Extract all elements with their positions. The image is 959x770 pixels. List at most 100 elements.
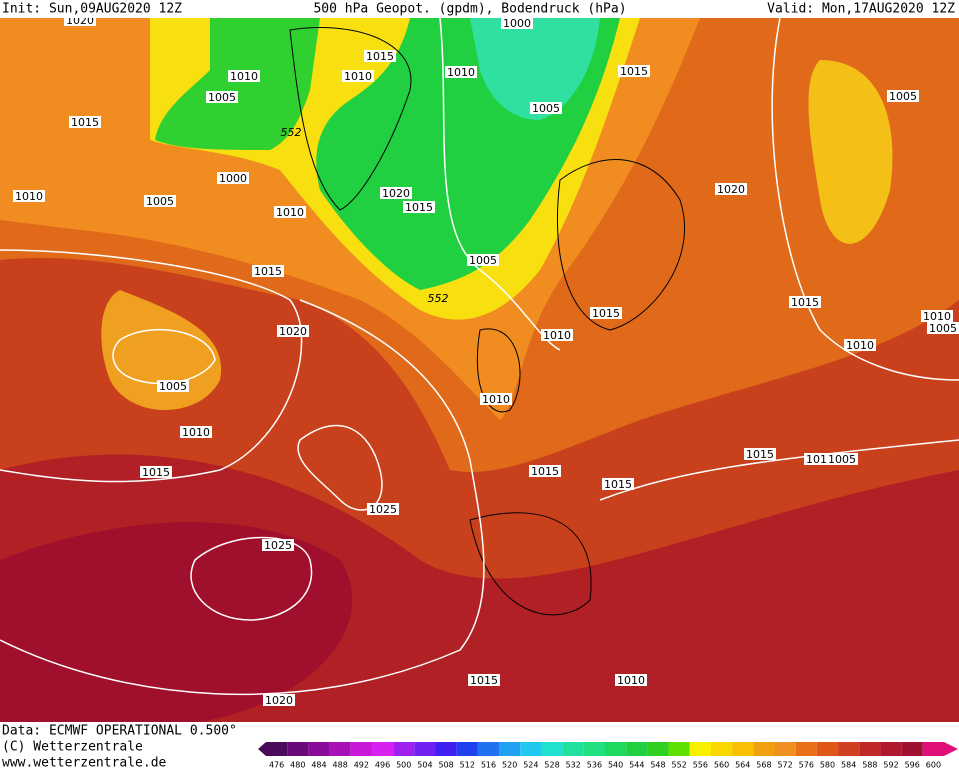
isobar-label: 1015: [405, 201, 433, 214]
field-east-yellow: [808, 60, 893, 244]
label-box: [541, 329, 573, 341]
label-box: [480, 393, 512, 405]
colorbar-cell: [838, 742, 860, 756]
label-box: [380, 187, 412, 199]
label-box: [844, 339, 876, 351]
isobar-label: 1015: [746, 448, 774, 461]
isobar-label: 1020: [382, 187, 410, 200]
data-source: Data: ECMWF OPERATIONAL 0.500°: [2, 724, 237, 739]
field-green-west: [155, 18, 320, 150]
header-bar: [0, 0, 959, 18]
colorbar-label: 484: [311, 761, 326, 770]
label-box: [468, 674, 500, 686]
colorbar-label: 580: [820, 761, 835, 770]
colorbar-cell: [393, 742, 415, 756]
website: www.wetterzentrale.de: [2, 756, 167, 770]
isobar-label: 1015: [791, 296, 819, 309]
colorbar-label: 528: [544, 761, 559, 770]
colorbar-cell: [901, 742, 923, 756]
colorbar-cell: [329, 742, 351, 756]
isobar-label: 1010: [846, 339, 874, 352]
colorbar-cell: [583, 742, 605, 756]
colorbar-label: 492: [354, 761, 369, 770]
isobar-label: 1010: [447, 66, 475, 79]
colorbar-cell: [499, 742, 521, 756]
label-box: [615, 674, 647, 686]
colorbar-cell: [647, 742, 669, 756]
colorbar-arrow-right: [944, 742, 958, 756]
colorbar-label: 544: [629, 761, 644, 770]
isobar-label: 1005: [889, 90, 917, 103]
isobar-label: 1010: [230, 70, 258, 83]
isobar-label: 1010: [923, 310, 951, 323]
colorbar-cell: [753, 742, 775, 756]
isobar-label: 1010: [344, 70, 372, 83]
isobar-label: 1020: [717, 183, 745, 196]
isobar-line: [112, 328, 216, 385]
label-box: [262, 539, 294, 551]
label-box: [144, 195, 176, 207]
isobar-label: 1025: [369, 503, 397, 516]
isobar-label: 1010: [15, 190, 43, 203]
colorbar-cell: [668, 742, 690, 756]
colorbar-label: 588: [862, 761, 877, 770]
isobar-label: 1005: [828, 453, 856, 466]
label-box: [13, 190, 45, 202]
label-box: [364, 50, 396, 62]
label-box: [826, 453, 858, 465]
label-box: [529, 465, 561, 477]
label-box: [274, 206, 306, 218]
field-low: [101, 290, 222, 410]
label-box: [744, 448, 776, 460]
colorbar-cell: [732, 742, 754, 756]
colorbar-label: 508: [438, 761, 453, 770]
label-box: [715, 183, 747, 195]
colorbar-cell: [456, 742, 478, 756]
isobar-label: 1025: [264, 539, 292, 552]
label-box: [367, 503, 399, 515]
copyright: (C) Wetterzentrale: [2, 740, 143, 755]
colorbar-label: 500: [396, 761, 411, 770]
valid-time: Valid: Mon,17AUG2020 12Z: [767, 2, 955, 17]
isobar-label: 1005: [159, 380, 187, 393]
isobar-line: [0, 249, 303, 483]
coast-greenland: [289, 27, 412, 211]
colorbar-cell: [859, 742, 881, 756]
colorbar-label: 504: [417, 761, 432, 770]
colorbar-label: 548: [650, 761, 665, 770]
isobar-label: 1020: [265, 694, 293, 707]
label-box: [206, 91, 238, 103]
label-box: [228, 70, 260, 82]
colorbar-label: 568: [756, 761, 771, 770]
colorbar-cell: [371, 742, 394, 756]
colorbar-label: 532: [566, 761, 581, 770]
map-title: 500 hPa Geopot. (gpdm), Bodendruck (hPa): [313, 2, 626, 17]
colorbar-cell: [774, 742, 796, 756]
label-box: [277, 325, 309, 337]
label-box: [501, 17, 533, 29]
isobar-label: 1010: [617, 674, 645, 687]
label-box: [618, 65, 650, 77]
isobar-line: [439, 17, 561, 351]
label-box: [887, 90, 919, 102]
label-box: [157, 380, 189, 392]
colorbar-label: 592: [883, 761, 898, 770]
colorbar-label: 476: [269, 761, 284, 770]
colorbar-cell: [689, 742, 711, 756]
colorbar-label: 524: [523, 761, 538, 770]
isobar-label: 1015: [142, 466, 170, 479]
map-field: [0, 17, 959, 722]
isobar-label: 1010: [182, 426, 210, 439]
colorbar-cell: [541, 742, 563, 756]
isobar-label: 1010: [482, 393, 510, 406]
label-box: [263, 694, 295, 706]
label-box: [445, 66, 477, 78]
colorbar-label: 540: [608, 761, 623, 770]
field-southwest: [0, 522, 353, 722]
colorbar: 476 480 484 488 492 496 500 504 508 512 516 520 524 5…: [258, 742, 958, 770]
colorbar-label: 576: [799, 761, 814, 770]
isobar-label: 1015: [254, 265, 282, 278]
isobar-label: 1015: [620, 65, 648, 78]
label-box: [927, 322, 959, 334]
